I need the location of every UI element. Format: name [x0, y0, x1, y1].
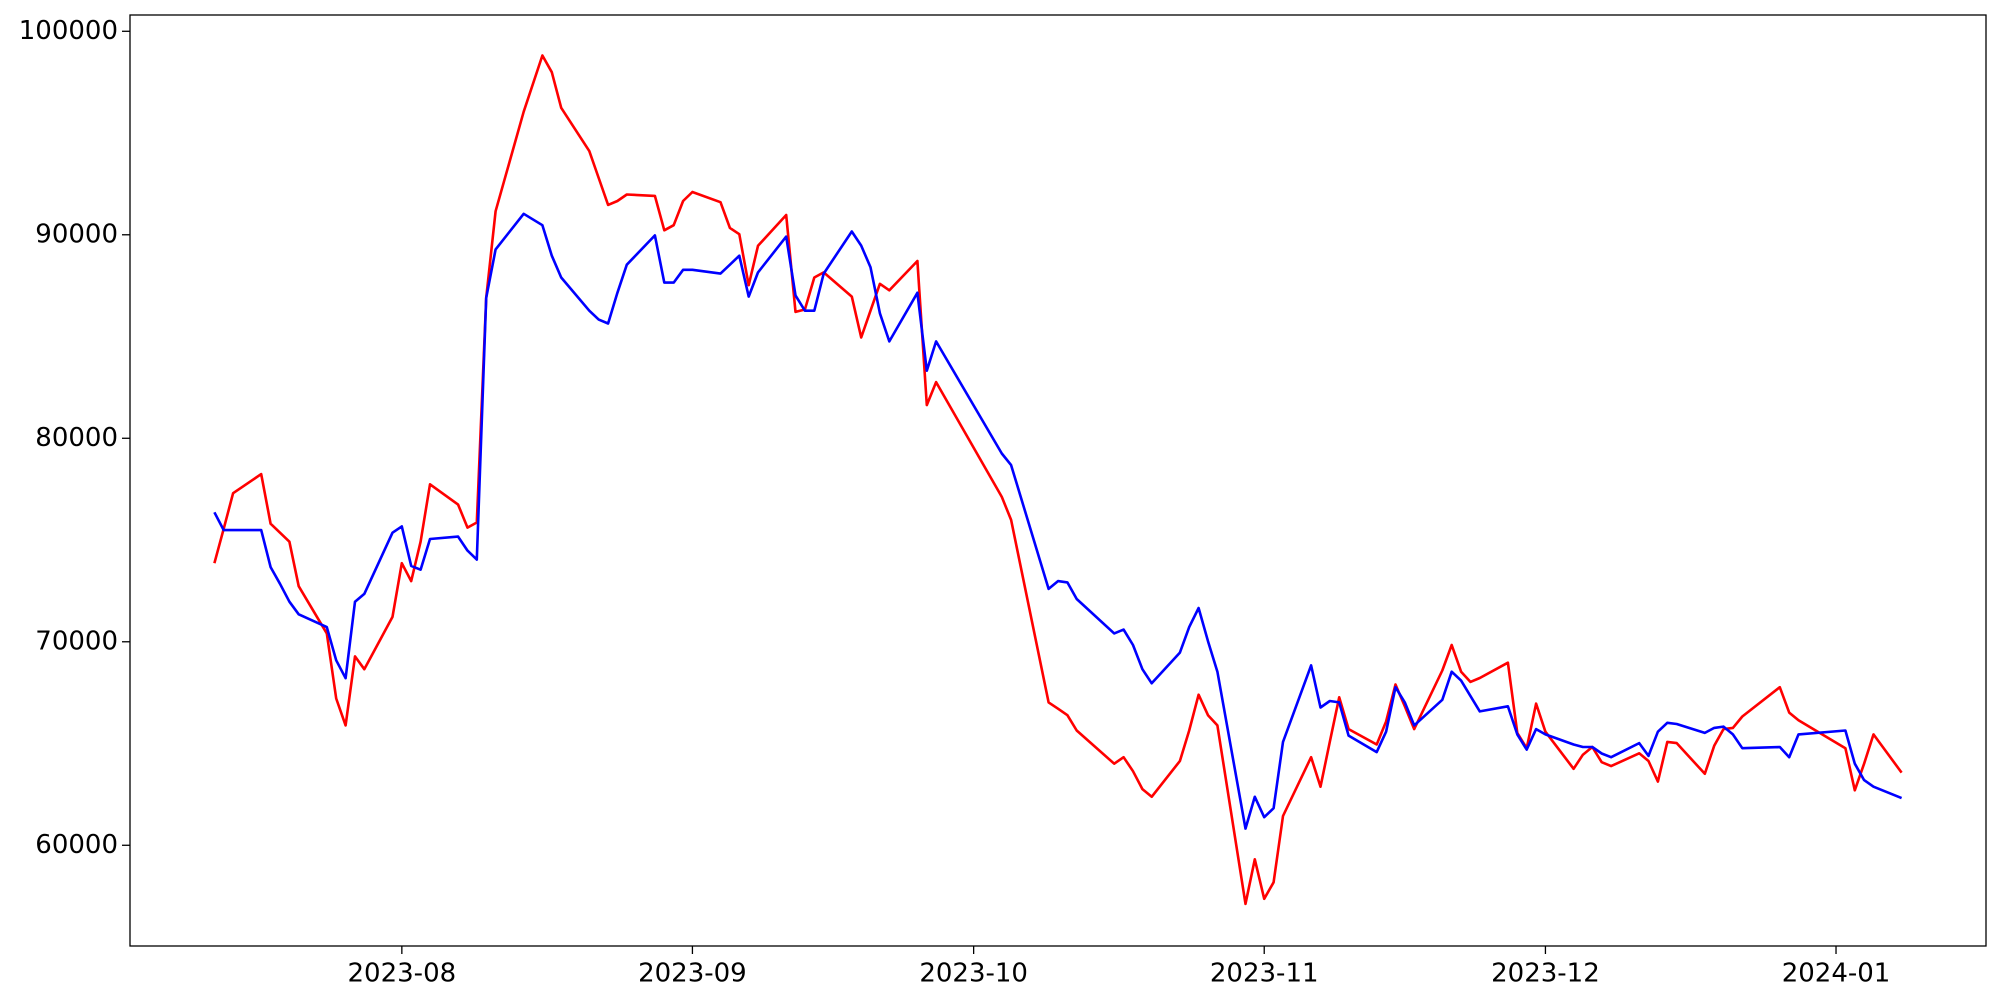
x-tick-label: 2023-10 [919, 959, 1028, 989]
plot-frame [129, 14, 1987, 947]
y-tick-label: 60000 [35, 830, 118, 860]
y-tick-label: 80000 [35, 423, 118, 453]
x-tick-label: 2023-09 [638, 959, 747, 989]
y-tick-label: 70000 [35, 626, 118, 656]
x-tick-label: 2023-12 [1491, 959, 1600, 989]
y-tick-label: 100000 [19, 16, 118, 46]
x-tick-label: 2024-01 [1782, 959, 1891, 989]
series-line [213, 54, 1903, 906]
x-tick-label: 2023-08 [348, 959, 457, 989]
series-line [213, 212, 1903, 830]
x-tick-label: 2023-11 [1210, 959, 1319, 989]
y-tick-label: 90000 [35, 219, 118, 249]
